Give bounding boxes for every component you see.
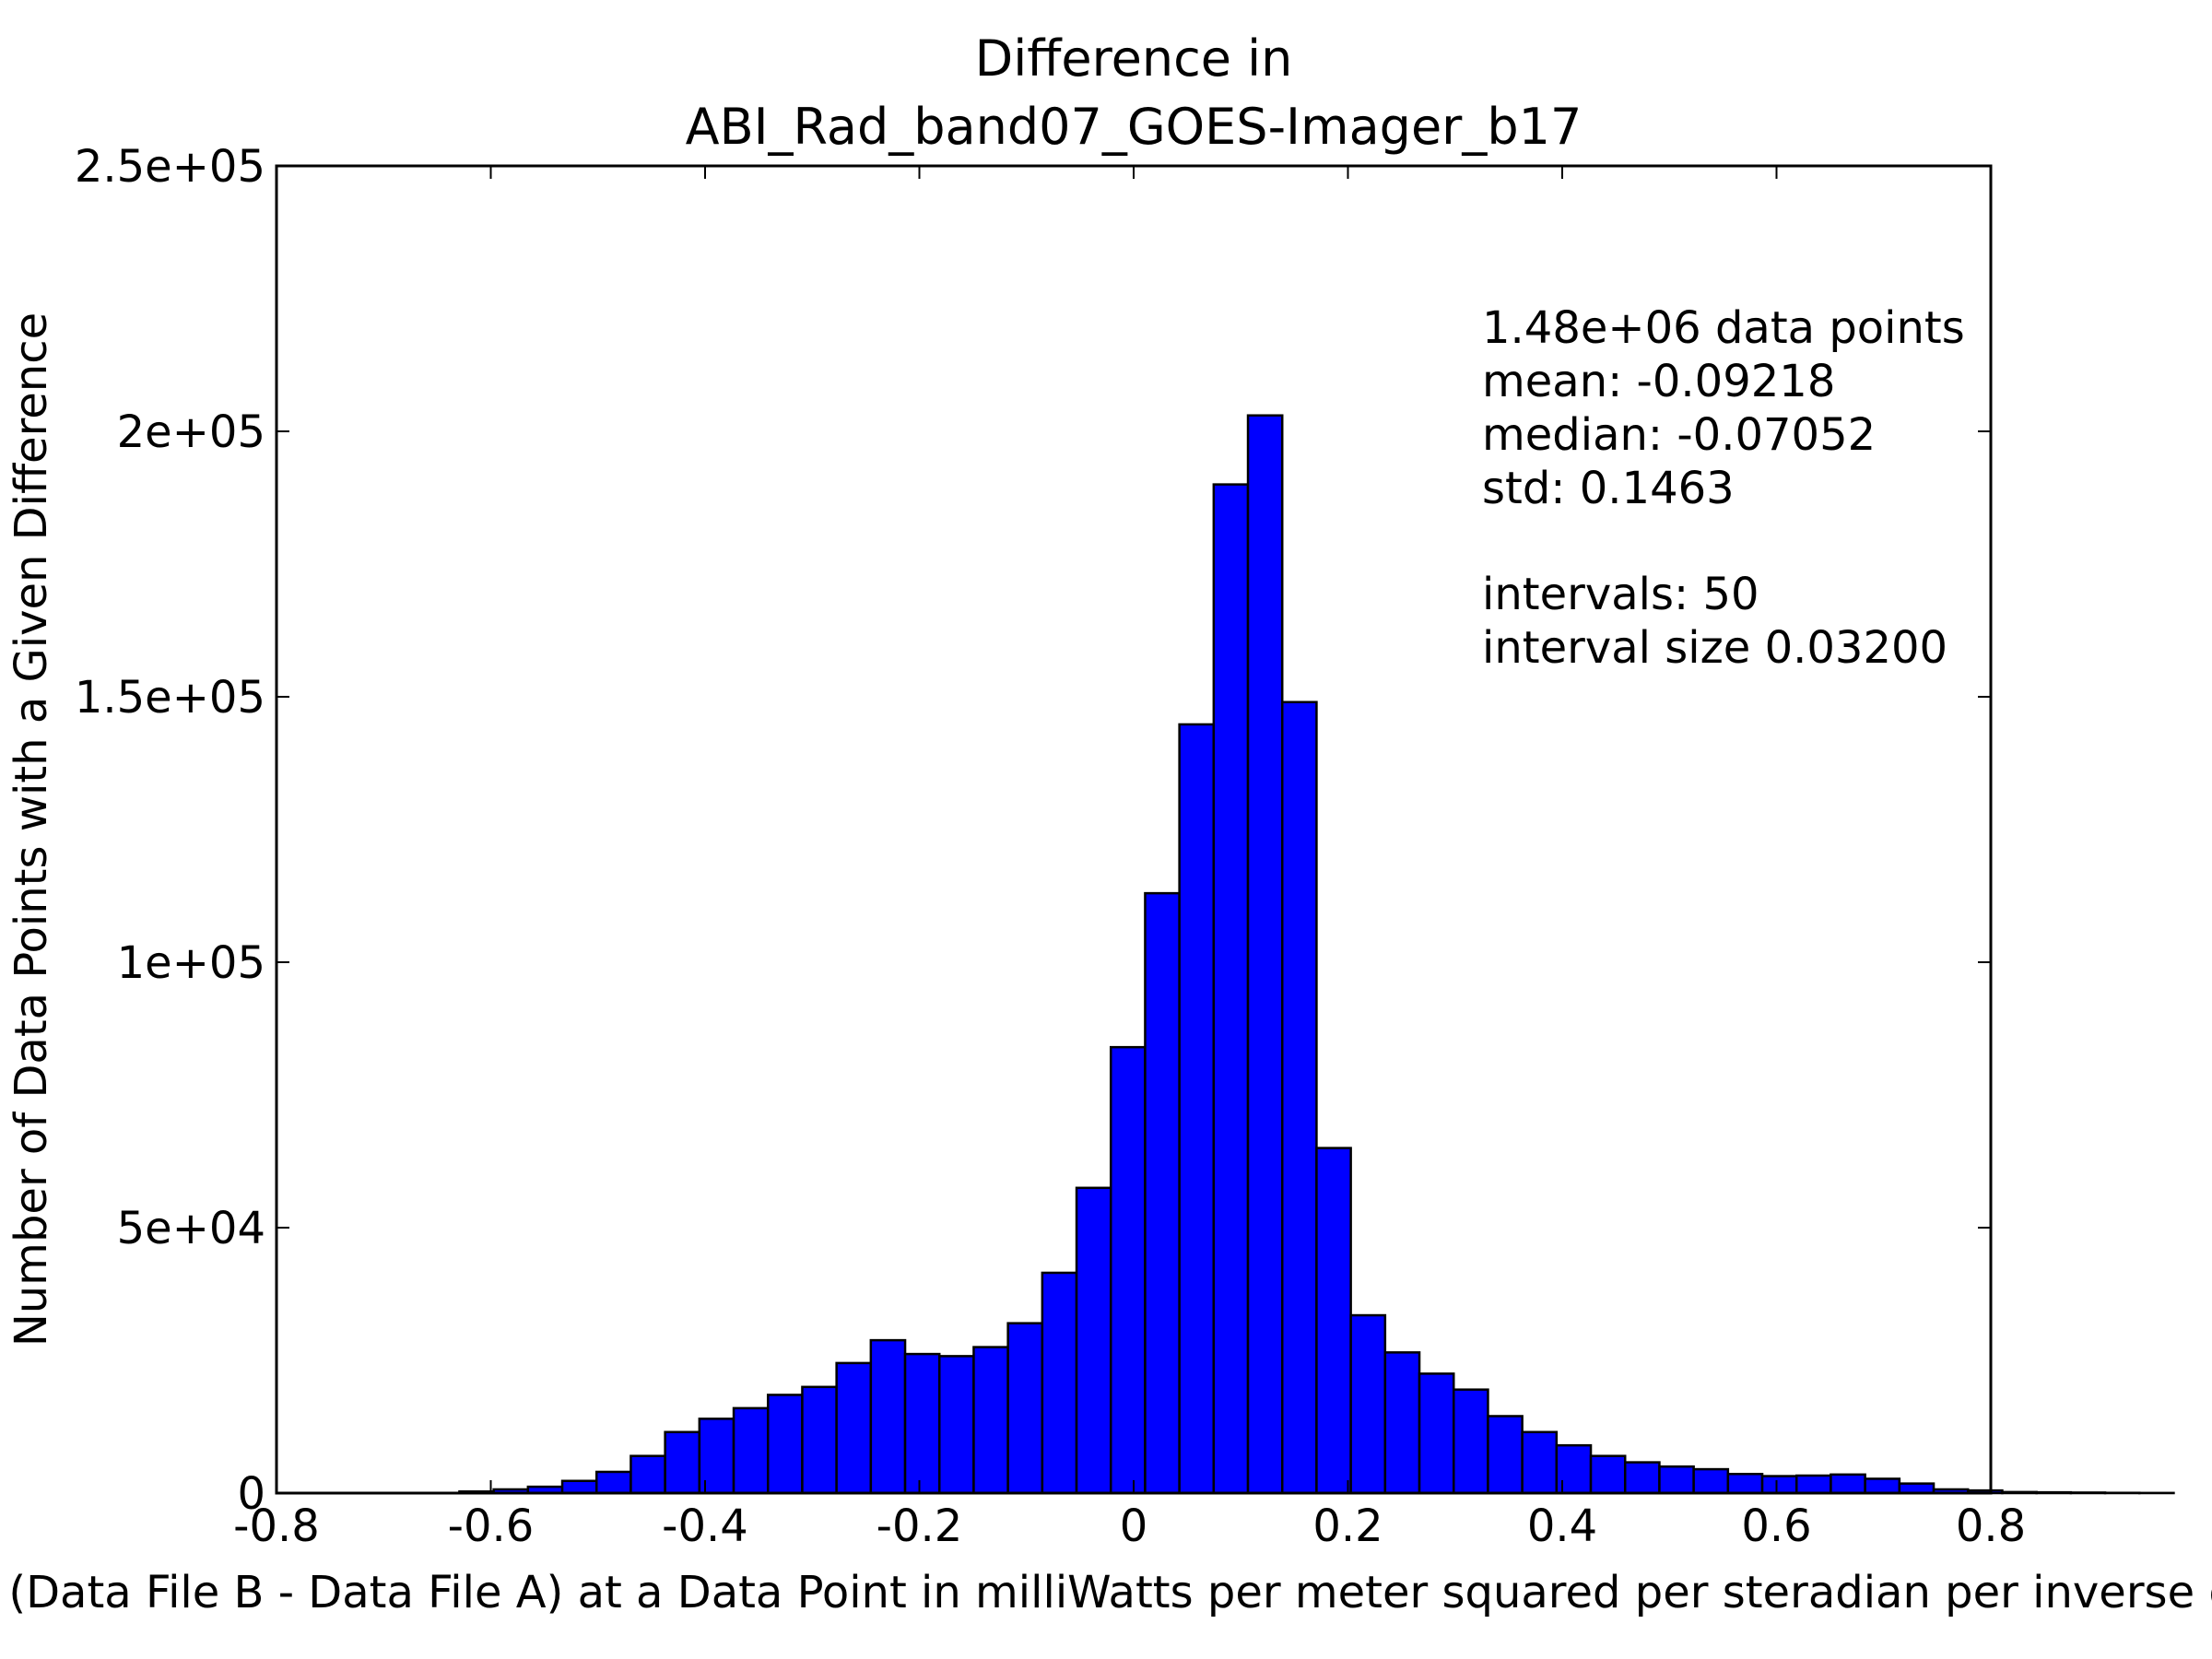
histogram-bar bbox=[1315, 1147, 1352, 1495]
stats-annotation: 1.48e+06 data points mean: -0.09218 medi… bbox=[1482, 302, 1965, 674]
chart-title-line1: Difference in bbox=[975, 29, 1293, 88]
histogram-bar bbox=[629, 1454, 666, 1495]
stats-std: std: 0.1463 bbox=[1482, 463, 1735, 514]
x-tick-label: 0.6 bbox=[1741, 1500, 1811, 1552]
y-tick-label: 1e+05 bbox=[117, 937, 265, 989]
stats-mean: mean: -0.09218 bbox=[1482, 356, 1835, 407]
x-tick-label: 0.8 bbox=[1956, 1500, 2026, 1552]
histogram-bar bbox=[1658, 1465, 1695, 1495]
histogram-bar bbox=[1760, 1475, 1798, 1495]
x-tick-label: -0.6 bbox=[448, 1500, 535, 1552]
y-tick-label: 1.5e+05 bbox=[75, 672, 265, 724]
histogram-bar bbox=[2069, 1491, 2107, 1495]
histogram-bar bbox=[560, 1479, 598, 1495]
x-axis-label: Value of (Data File B - Data File A) at … bbox=[0, 1567, 2212, 1618]
histogram-bar bbox=[1006, 1322, 1044, 1495]
stats-intervals: intervals: 50 bbox=[1482, 569, 1759, 620]
histogram-bar bbox=[869, 1338, 907, 1495]
histogram-bar bbox=[1589, 1454, 1627, 1495]
histogram-bar bbox=[1623, 1461, 1661, 1495]
y-tick-label: 2e+05 bbox=[117, 406, 265, 458]
x-tick-label: 0.4 bbox=[1527, 1500, 1597, 1552]
histogram-bar bbox=[1794, 1474, 1832, 1495]
histogram-bar bbox=[1280, 700, 1318, 1495]
histogram-bar bbox=[801, 1385, 838, 1495]
axis-ticks: -0.8 -0.6 -0.4 -0.2 0 0.2 0.4 0.6 0.8 0 5e+04 1e+05… bbox=[75, 141, 2026, 1552]
histogram-bar bbox=[2001, 1490, 2038, 1495]
histogram-bar bbox=[1383, 1351, 1421, 1495]
histogram-bar bbox=[1692, 1467, 1730, 1495]
histogram-bar bbox=[664, 1430, 701, 1495]
histogram-bar bbox=[835, 1361, 873, 1495]
histogram-bar bbox=[1349, 1313, 1387, 1495]
histogram-bar bbox=[2035, 1490, 2073, 1495]
histogram-bar bbox=[903, 1352, 941, 1495]
histogram-bar bbox=[1109, 1045, 1147, 1495]
y-tick-label: 0 bbox=[237, 1468, 265, 1520]
stats-count: 1.48e+06 data points bbox=[1482, 302, 1965, 354]
histogram-bar bbox=[594, 1470, 632, 1495]
histogram-bar bbox=[1726, 1473, 1764, 1495]
plot-frame bbox=[275, 164, 1993, 1495]
histogram-bar bbox=[937, 1355, 975, 1495]
x-tick-label: -0.2 bbox=[877, 1500, 963, 1552]
y-tick-label: 5e+04 bbox=[117, 1203, 265, 1254]
histogram-bar bbox=[1418, 1372, 1455, 1495]
x-tick-label: 0.2 bbox=[1312, 1500, 1382, 1552]
histogram-bar bbox=[1041, 1271, 1078, 1495]
histogram-bar bbox=[1246, 414, 1284, 1495]
histogram-bars bbox=[458, 414, 2175, 1495]
histogram-bar bbox=[1487, 1415, 1524, 1495]
histogram-bar bbox=[1178, 723, 1216, 1495]
y-axis-label: Number of Data Points with a Given Diffe… bbox=[6, 312, 57, 1347]
histogram-bar bbox=[1864, 1477, 1901, 1495]
stats-median: median: -0.07052 bbox=[1482, 409, 1876, 461]
x-tick-label: -0.4 bbox=[662, 1500, 748, 1552]
x-tick-label: 0 bbox=[1120, 1500, 1148, 1552]
histogram-bar bbox=[1144, 891, 1181, 1495]
chart-title-line2: ABI_Rad_band07_GOES-Imager_b17 bbox=[686, 98, 1583, 156]
histogram-bar bbox=[1521, 1430, 1559, 1495]
histogram-bar bbox=[766, 1394, 804, 1495]
histogram-bar bbox=[1075, 1186, 1112, 1495]
histogram-bar bbox=[1830, 1473, 1866, 1495]
histogram-bar bbox=[1212, 483, 1250, 1495]
x-tick-label: -0.8 bbox=[233, 1500, 320, 1552]
histogram-bar bbox=[972, 1346, 1009, 1495]
y-tick-label: 2.5e+05 bbox=[75, 141, 265, 193]
stats-interval-size: interval size 0.03200 bbox=[1482, 622, 1947, 674]
histogram-bar bbox=[1898, 1482, 1936, 1495]
histogram-bar bbox=[732, 1406, 770, 1495]
histogram-bar bbox=[1452, 1388, 1489, 1495]
